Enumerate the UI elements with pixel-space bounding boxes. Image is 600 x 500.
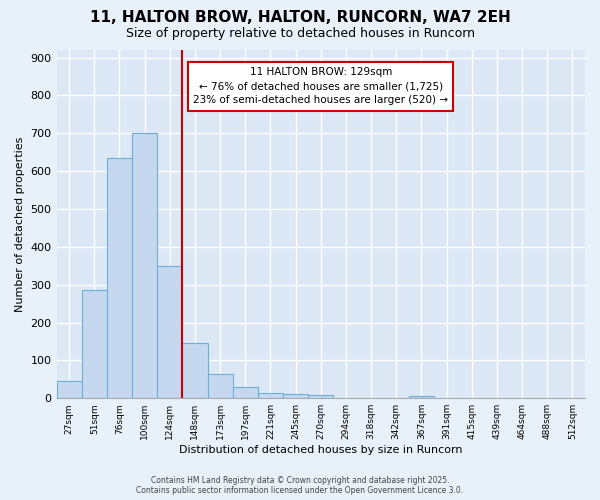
Bar (258, 394, 283, 398)
Bar (107, 158, 132, 398)
Bar (208, 374, 233, 398)
Bar (233, 387, 258, 398)
Text: Size of property relative to detached houses in Runcorn: Size of property relative to detached ho… (125, 28, 475, 40)
Bar (56, 381, 82, 398)
Bar (157, 266, 182, 398)
Text: 11 HALTON BROW: 129sqm
← 76% of detached houses are smaller (1,725)
23% of semi-: 11 HALTON BROW: 129sqm ← 76% of detached… (193, 68, 448, 106)
Bar (182, 344, 208, 398)
Bar (283, 394, 308, 398)
Text: Contains HM Land Registry data © Crown copyright and database right 2025.
Contai: Contains HM Land Registry data © Crown c… (136, 476, 464, 495)
Bar (82, 290, 107, 398)
X-axis label: Distribution of detached houses by size in Runcorn: Distribution of detached houses by size … (179, 445, 463, 455)
Bar (132, 134, 157, 398)
Y-axis label: Number of detached properties: Number of detached properties (15, 136, 25, 312)
Bar (308, 395, 334, 398)
Text: 11, HALTON BROW, HALTON, RUNCORN, WA7 2EH: 11, HALTON BROW, HALTON, RUNCORN, WA7 2E… (89, 10, 511, 25)
Bar (409, 396, 434, 398)
